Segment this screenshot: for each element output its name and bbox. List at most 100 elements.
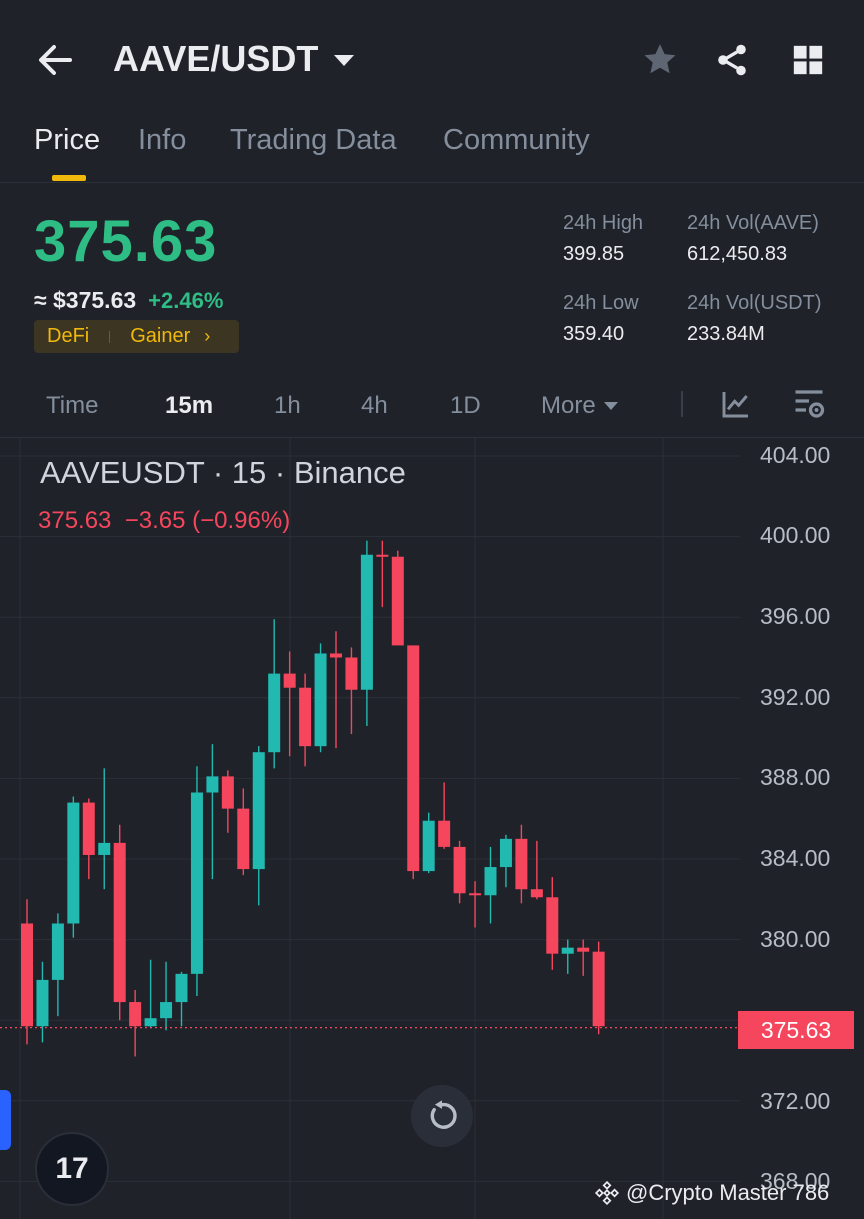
tag-defi[interactable]: DeFi <box>47 325 90 347</box>
low-value: 359.40 <box>563 323 625 345</box>
y-axis-label: 368.00 <box>760 1168 831 1194</box>
timeframe-more[interactable]: More <box>541 392 618 420</box>
tag-separator <box>109 330 111 343</box>
y-axis-label: 400.00 <box>760 522 831 548</box>
vol-base-label: 24h Vol(AAVE) <box>687 212 819 234</box>
chart-settings-icon <box>795 390 825 418</box>
candle-body <box>82 802 95 855</box>
y-axis-label: 404.00 <box>760 442 831 468</box>
candle-body <box>221 776 234 809</box>
candle-body <box>438 820 451 847</box>
candle-body <box>422 820 435 872</box>
candle-body <box>98 842 111 855</box>
tab-info[interactable]: Info <box>138 124 187 156</box>
reset-chart-button[interactable] <box>411 1085 473 1147</box>
tab-community[interactable]: Community <box>443 124 590 156</box>
star-icon <box>644 44 676 74</box>
watermark: @Crypto Master 786 <box>594 1180 829 1206</box>
binance-logo-icon <box>594 1180 620 1206</box>
candle-body <box>206 776 219 793</box>
last-price: 375.63 <box>34 209 218 274</box>
candle-body <box>360 554 373 690</box>
timeframe-15m[interactable]: 15m <box>165 392 214 419</box>
caret-down-icon <box>334 54 355 66</box>
y-axis-label: 388.00 <box>760 764 831 790</box>
candle-body <box>407 645 420 872</box>
candle-body <box>499 838 512 868</box>
candle-body <box>330 653 342 658</box>
tag-chips[interactable]: DeFi Gainer › <box>34 320 239 353</box>
usd-price-row: ≈ $375.63 +2.46% <box>34 287 223 314</box>
candle-body <box>160 1002 173 1019</box>
side-panel-tab[interactable] <box>0 1090 11 1150</box>
candle-body <box>113 842 126 1003</box>
refresh-icon <box>430 1100 457 1129</box>
timeframe-time[interactable]: Time <box>46 392 99 419</box>
active-tab-indicator <box>52 175 86 181</box>
pair-title: AAVE/USDT <box>113 38 319 79</box>
tag-gainer[interactable]: Gainer <box>130 325 191 347</box>
candle-body <box>51 923 64 980</box>
y-axis-label: 372.00 <box>760 1088 831 1114</box>
chart-legend: 375.63 −3.65 (−0.96%) <box>38 507 291 534</box>
share-icon <box>718 44 746 76</box>
timeframe-more-label: More <box>541 392 596 419</box>
high-label: 24h High <box>563 212 644 234</box>
toolbar-divider <box>0 437 864 438</box>
chart-title: AAVEUSDT · 15 · Binance <box>40 455 406 490</box>
candle-body <box>129 1002 142 1027</box>
pair-selector[interactable]: AAVE/USDT <box>113 38 355 80</box>
timeframe-4h[interactable]: 4h <box>361 392 388 419</box>
candle-body <box>577 947 590 952</box>
tab-price[interactable]: Price <box>34 124 101 156</box>
candle-body <box>484 867 497 896</box>
candle-body <box>530 889 543 898</box>
watermark-text: @Crypto Master 786 <box>626 1180 830 1205</box>
timeframe-1d[interactable]: 1D <box>450 392 481 419</box>
candle-body <box>314 653 327 747</box>
candle-body <box>391 556 404 646</box>
candle-body <box>175 973 188 1003</box>
vol-quote-label: 24h Vol(USDT) <box>687 292 822 314</box>
grid-icon <box>793 45 823 75</box>
candle-body <box>469 893 482 896</box>
caret-down-icon <box>603 402 618 410</box>
candle-body <box>144 1018 157 1027</box>
candle-body <box>592 951 605 1027</box>
y-axis-label: 384.00 <box>760 845 831 871</box>
toolbar-separator <box>681 391 683 417</box>
candle-body <box>299 687 312 747</box>
candle-body <box>237 808 250 870</box>
candle-body <box>453 846 466 894</box>
tabs-divider <box>0 182 864 183</box>
y-axis-label: 392.00 <box>760 684 831 710</box>
candle-body <box>546 897 559 954</box>
vol-quote-value: 233.84M <box>687 323 765 345</box>
candle-body <box>252 752 265 870</box>
tab-trading-data[interactable]: Trading Data <box>230 124 397 156</box>
price-change-percent: +2.46% <box>148 288 224 313</box>
grid-menu-button[interactable] <box>786 38 830 82</box>
candle-body <box>561 947 574 954</box>
back-arrow-icon <box>39 45 72 75</box>
candle-body <box>268 673 281 753</box>
candlestick-chart[interactable] <box>0 438 864 1219</box>
low-label: 24h Low <box>563 292 639 314</box>
candle-body <box>376 554 389 557</box>
candle-body <box>67 802 80 924</box>
indicators-button[interactable] <box>720 388 752 425</box>
candle-body <box>283 673 296 688</box>
chart-indicator-icon <box>722 392 748 418</box>
favorite-button[interactable] <box>638 38 682 82</box>
y-axis-label: 396.00 <box>760 603 831 629</box>
chart-settings-button[interactable] <box>791 386 827 427</box>
tradingview-logo[interactable]: 17 <box>35 1132 109 1206</box>
back-button[interactable] <box>34 38 78 82</box>
last-price-marker: 375.63 <box>738 1011 854 1049</box>
timeframe-1h[interactable]: 1h <box>274 392 301 419</box>
share-button[interactable] <box>710 38 754 82</box>
vol-base-value: 612,450.83 <box>687 243 788 265</box>
candle-body <box>190 792 203 974</box>
chevron-right-icon: › <box>204 326 211 346</box>
candle-body <box>36 979 49 1027</box>
